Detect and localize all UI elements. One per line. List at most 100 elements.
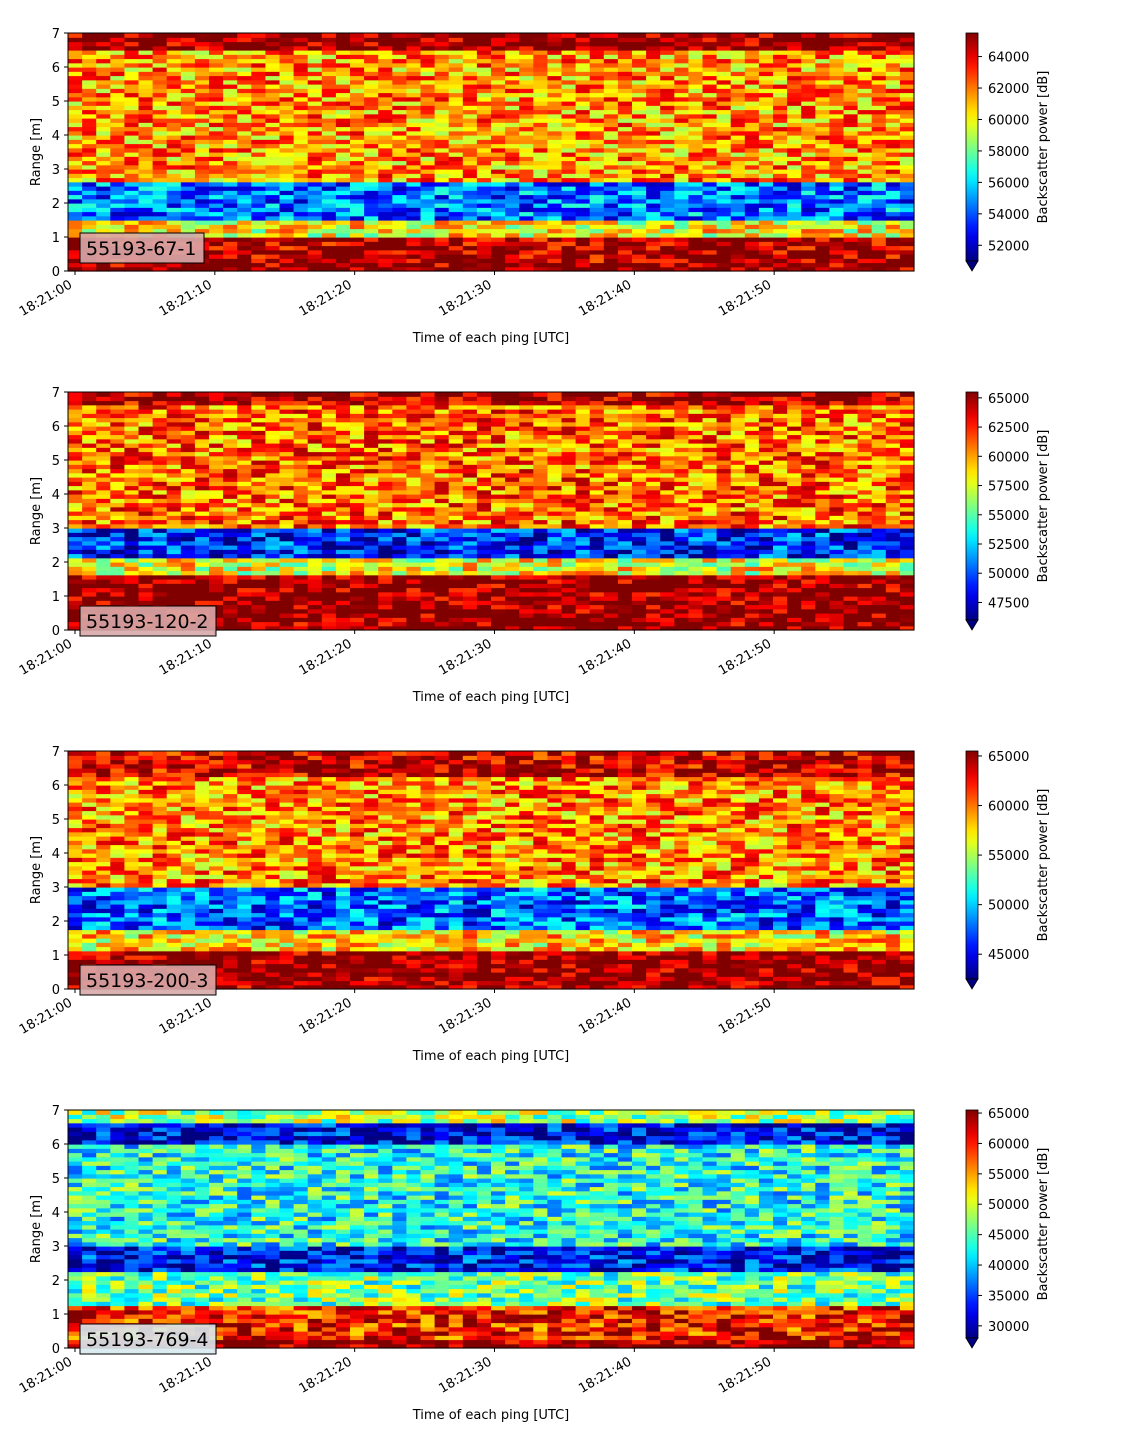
heatmap-cell	[209, 207, 224, 213]
heatmap-cell	[265, 237, 281, 242]
heatmap-cell	[589, 220, 605, 225]
heatmap-cell	[392, 173, 407, 179]
heatmap-cell	[138, 126, 154, 132]
heatmap-cell	[223, 262, 238, 268]
heatmap-cell	[899, 41, 915, 47]
heatmap-cell	[561, 262, 577, 268]
heatmap-cell	[758, 574, 774, 580]
heatmap-cell	[491, 84, 506, 89]
heatmap-cell	[350, 266, 365, 272]
heatmap-cell	[815, 245, 830, 251]
heatmap-cell	[660, 109, 675, 115]
heatmap-cell	[434, 177, 450, 183]
heatmap-cell	[68, 591, 83, 597]
heatmap-cell	[533, 570, 548, 576]
heatmap-cell	[505, 562, 520, 567]
heatmap-cell	[773, 540, 788, 546]
heatmap-cell	[871, 211, 887, 217]
heatmap-cell	[462, 579, 478, 584]
heatmap-cell	[829, 562, 845, 567]
heatmap-cell	[744, 45, 760, 51]
heatmap-cell	[420, 169, 436, 174]
heatmap-cell	[547, 186, 563, 191]
heatmap-cell	[843, 71, 859, 77]
heatmap-cell	[871, 540, 887, 546]
heatmap-cell	[758, 591, 774, 597]
heatmap-cell	[744, 228, 760, 234]
heatmap-cell	[110, 224, 125, 230]
heatmap-cell	[773, 164, 788, 170]
heatmap-cell	[82, 549, 97, 555]
heatmap-cell	[533, 600, 548, 606]
heatmap-cell	[335, 613, 351, 618]
heatmap-cell	[617, 254, 633, 259]
heatmap-cell	[730, 241, 746, 247]
heatmap-cell	[209, 71, 224, 77]
heatmap-cell	[617, 613, 633, 618]
heatmap-cell	[885, 105, 901, 111]
heatmap-cell	[519, 164, 534, 170]
heatmap-cell	[758, 130, 774, 136]
heatmap-cell	[519, 211, 534, 217]
heatmap-cell	[829, 181, 845, 187]
heatmap-cell	[547, 249, 563, 255]
heatmap-cell	[96, 54, 111, 60]
heatmap-cell	[617, 126, 633, 132]
heatmap-cell	[688, 553, 704, 559]
heatmap-cell	[237, 105, 252, 111]
heatmap-cell	[378, 169, 393, 174]
heatmap-cell	[406, 45, 422, 51]
heatmap-cell	[815, 523, 830, 529]
heatmap-cell	[124, 37, 140, 43]
heatmap-cell	[265, 88, 281, 94]
heatmap-cell	[617, 536, 633, 542]
heatmap-cell	[279, 122, 295, 128]
heatmap-cell	[730, 579, 746, 584]
heatmap-cell	[716, 228, 732, 234]
heatmap-cell	[787, 566, 802, 572]
heatmap-cell	[674, 67, 689, 72]
heatmap-cell	[265, 613, 281, 618]
heatmap-cell	[885, 152, 901, 157]
heatmap-cell	[603, 600, 619, 606]
heatmap-cell	[843, 587, 859, 593]
heatmap-cell	[82, 528, 97, 533]
heatmap-cell	[406, 37, 422, 43]
heatmap-cell	[335, 566, 351, 572]
heatmap-cell	[505, 62, 520, 68]
heatmap-cell	[617, 562, 633, 567]
heatmap-cell	[519, 130, 534, 136]
heatmap-cell	[279, 160, 295, 166]
heatmap-cell	[603, 173, 619, 179]
heatmap-cell	[321, 604, 337, 610]
heatmap-cell	[871, 75, 887, 81]
heatmap-cell	[561, 152, 577, 157]
heatmap-cell	[223, 177, 238, 183]
heatmap-cell	[829, 237, 845, 242]
heatmap-cell	[617, 553, 633, 559]
heatmap-cell	[589, 532, 605, 538]
heatmap-cell	[561, 562, 577, 567]
heatmap-cell	[265, 75, 281, 81]
heatmap-cell	[829, 143, 845, 149]
heatmap-cell	[321, 583, 337, 589]
heatmap-cell	[293, 54, 309, 60]
heatmap-cell	[857, 71, 873, 77]
heatmap-cell	[138, 122, 154, 128]
heatmap-cell	[857, 54, 873, 60]
heatmap-cell	[688, 79, 704, 85]
heatmap-cell	[350, 600, 365, 606]
heatmap-cell	[364, 258, 379, 264]
heatmap-cell	[265, 591, 281, 597]
heatmap-cell	[815, 232, 830, 238]
heatmap-cell	[787, 249, 802, 255]
heatmap-cell	[688, 143, 704, 149]
heatmap-cell	[279, 249, 295, 255]
heatmap-cell	[758, 596, 774, 601]
heatmap-cell	[716, 579, 732, 584]
heatmap-cell	[730, 58, 746, 64]
heatmap-cell	[350, 186, 365, 191]
heatmap-cell	[561, 92, 577, 98]
heatmap-cell	[335, 139, 351, 145]
heatmap-cell	[660, 71, 675, 77]
